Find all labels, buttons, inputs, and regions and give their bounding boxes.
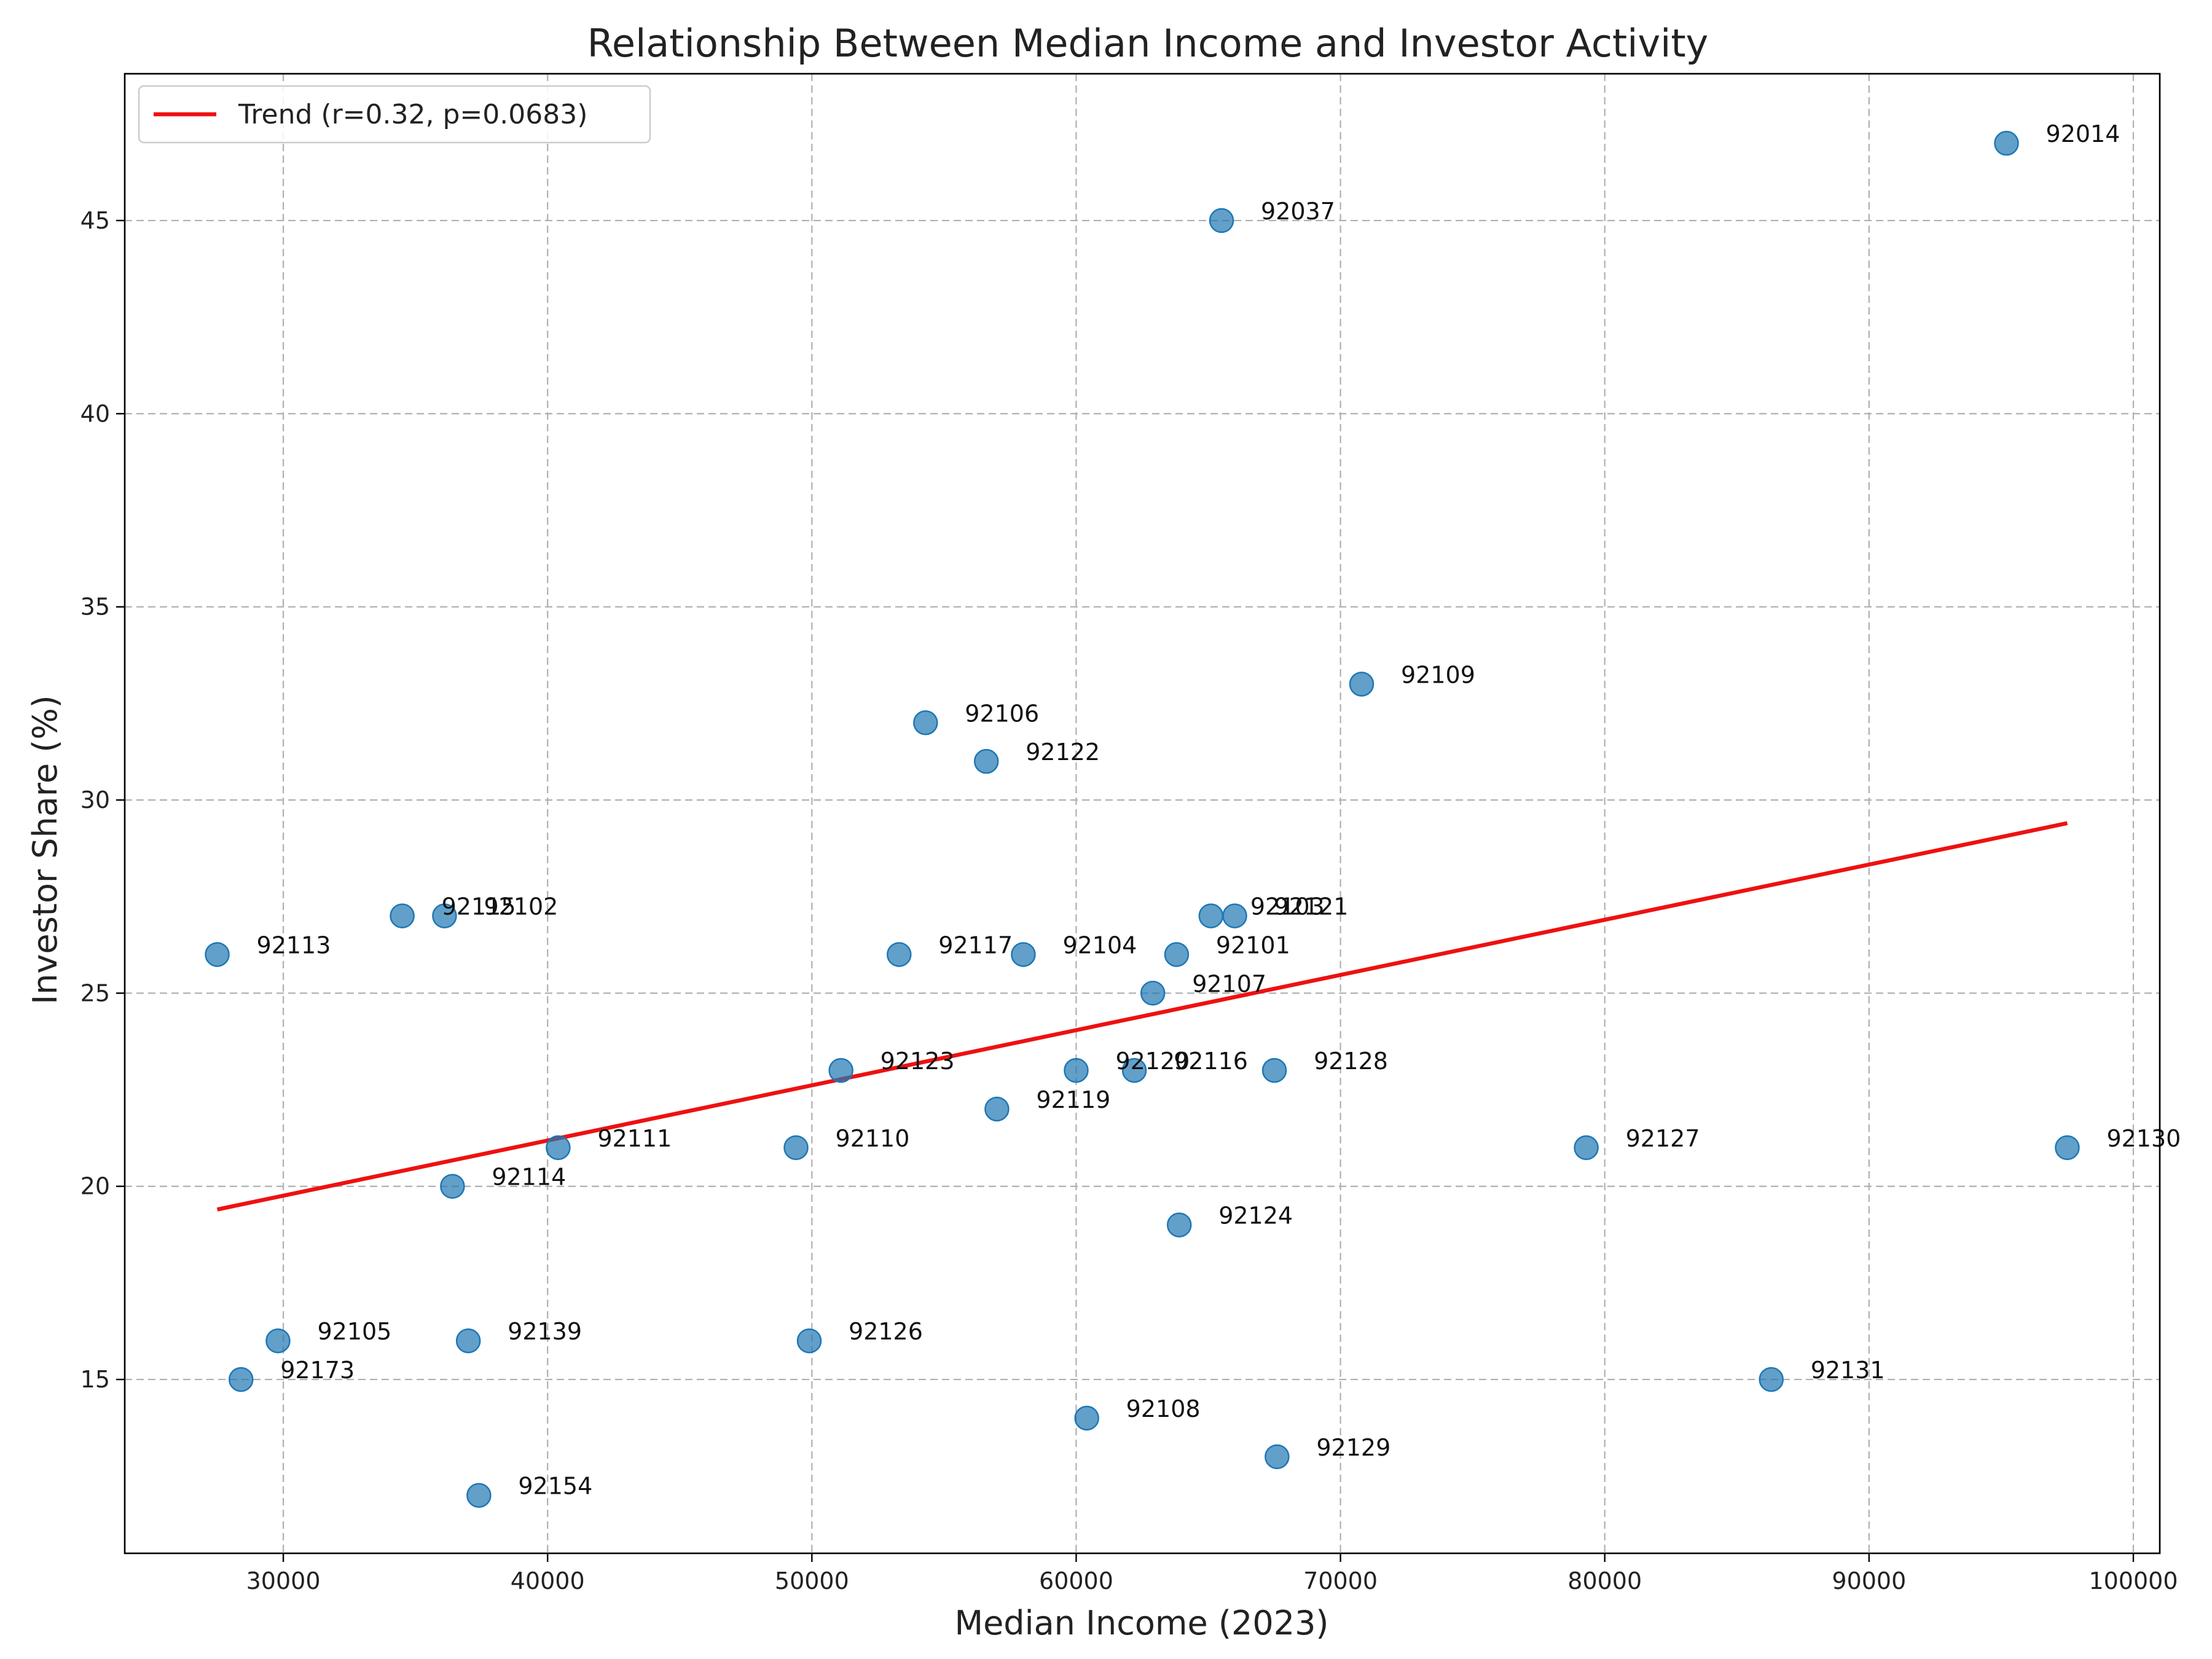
x-tick-label: 100000	[2088, 1567, 2178, 1594]
x-axis-ticks: 30000 40000 50000 60000 70000 80000 90000 10000…	[246, 1553, 2178, 1594]
y-tick-label: 40	[80, 400, 110, 427]
data-point	[1209, 208, 1234, 233]
data-point-label: 92116	[1174, 1048, 1248, 1075]
data-point	[466, 1483, 492, 1508]
data-point-label: 92107	[1192, 970, 1266, 997]
data-point	[1140, 981, 1166, 1006]
y-tick-label: 30	[80, 786, 110, 814]
data-point	[205, 942, 230, 967]
data-point-label: 92127	[1626, 1125, 1700, 1152]
data-point	[913, 710, 938, 735]
x-tick-label: 90000	[1832, 1567, 1906, 1594]
data-point-label: 92154	[518, 1473, 592, 1500]
data-point	[1261, 1057, 1287, 1083]
y-tick-label: 35	[80, 594, 110, 621]
grid-lines	[125, 74, 2160, 1553]
data-point	[1265, 1444, 1290, 1470]
y-tick-label: 15	[80, 1366, 110, 1393]
data-point-label: 92106	[965, 700, 1039, 727]
data-point-label: 92121	[1274, 893, 1349, 920]
x-tick-label: 60000	[1039, 1567, 1113, 1594]
data-point-label: 92115	[442, 893, 516, 920]
data-point-label: 92109	[1401, 661, 1475, 688]
data-point	[2055, 1135, 2080, 1161]
data-point	[1759, 1367, 1784, 1392]
data-point-label: 92102	[484, 893, 558, 920]
y-tick-label: 20	[80, 1173, 110, 1200]
data-point	[440, 1174, 465, 1199]
data-point-label: 92114	[492, 1164, 566, 1191]
data-point-label: 92128	[1314, 1048, 1388, 1075]
data-point	[1994, 130, 2019, 156]
data-point-label: 92120	[1115, 1048, 1190, 1075]
data-point	[783, 1135, 809, 1161]
data-point-label: 92104	[1062, 931, 1137, 959]
trend-line-layer	[216, 821, 2068, 1212]
data-point	[1222, 903, 1247, 928]
plot-area-frame	[124, 73, 2161, 1555]
data-point	[984, 1096, 1010, 1122]
data-point	[887, 942, 912, 967]
data-point	[1166, 1212, 1192, 1237]
data-point	[1574, 1135, 1599, 1161]
data-point	[1064, 1057, 1089, 1083]
data-point	[265, 1328, 291, 1354]
x-tick-label: 50000	[775, 1567, 849, 1594]
data-point-label: 92037	[1261, 198, 1335, 225]
x-tick-label: 40000	[511, 1567, 585, 1594]
data-point-label: 92130	[2106, 1125, 2181, 1152]
data-point-label: 92111	[597, 1125, 672, 1152]
data-point	[1121, 1057, 1147, 1083]
data-point	[455, 1328, 481, 1354]
data-point	[973, 748, 999, 774]
data-point	[1198, 903, 1224, 928]
x-axis-label: Median Income (2023)	[954, 1604, 1328, 1642]
y-axis-label: Investor Share (%)	[26, 695, 65, 1004]
data-point	[546, 1135, 571, 1161]
data-point-label: 92139	[508, 1318, 582, 1345]
data-points	[205, 130, 2080, 1508]
data-point-label: 92129	[1316, 1434, 1390, 1461]
data-point	[229, 1367, 254, 1392]
trend-line	[216, 821, 2068, 1212]
data-point-label: 92131	[1811, 1357, 1885, 1384]
legend-box	[138, 85, 651, 144]
data-point	[1349, 672, 1375, 697]
data-point-label: 92110	[836, 1125, 910, 1152]
data-point	[1011, 942, 1036, 967]
x-tick-label: 80000	[1567, 1567, 1642, 1594]
y-tick-label: 45	[80, 207, 110, 234]
data-point-label: 92108	[1126, 1395, 1201, 1422]
y-axis-ticks: 15 20 25 30 35 40 45	[80, 207, 125, 1393]
data-point	[1164, 942, 1190, 967]
data-point-label: 92126	[849, 1318, 923, 1345]
data-point-label: 92117	[938, 931, 1013, 959]
data-point-label: 92014	[2046, 120, 2120, 147]
data-point-label: 92122	[1026, 739, 1100, 766]
data-point	[796, 1328, 822, 1354]
data-point-label: 92173	[280, 1357, 355, 1384]
data-point	[390, 903, 415, 928]
legend-trend-label: Trend (r=0.32, p=0.0683)	[238, 99, 587, 130]
data-point-label: 92105	[317, 1318, 391, 1345]
data-point	[432, 903, 457, 928]
y-tick-label: 25	[80, 979, 110, 1006]
point-labels: 92014 92037 92109 92106 92122 92113 9211592102…	[257, 120, 2181, 1500]
data-point-label: 92124	[1218, 1202, 1293, 1230]
data-point-label: 92123	[880, 1048, 955, 1075]
legend: Trend (r=0.32, p=0.0683)	[138, 85, 651, 144]
data-point-label: 92103	[1250, 893, 1325, 920]
data-point	[1074, 1405, 1099, 1431]
data-point	[828, 1057, 853, 1083]
chart-title: Relationship Between Median Income and I…	[587, 21, 1709, 66]
x-tick-label: 70000	[1303, 1567, 1378, 1594]
data-point-label: 92119	[1036, 1086, 1110, 1113]
x-tick-label: 30000	[246, 1567, 321, 1594]
data-point-label: 92113	[257, 931, 331, 959]
data-point-label: 92101	[1216, 931, 1290, 959]
